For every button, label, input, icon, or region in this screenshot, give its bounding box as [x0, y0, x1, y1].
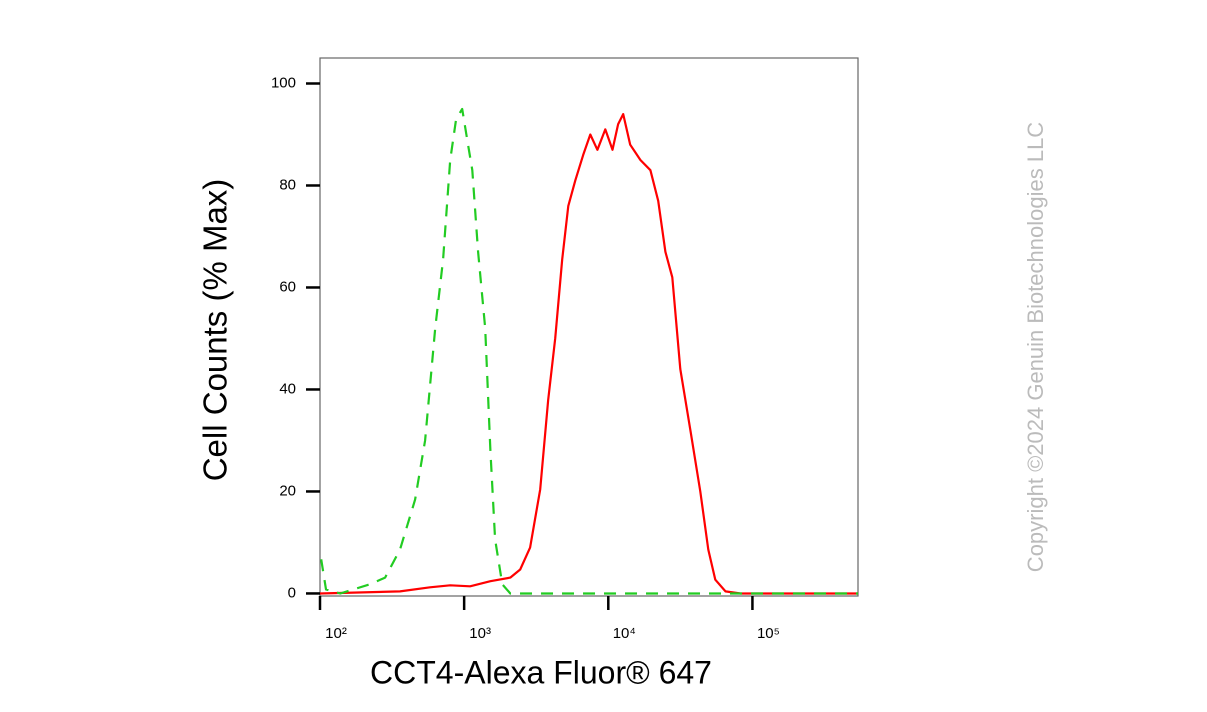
series-line [319, 113, 858, 595]
y-tick-label: 20 [279, 482, 296, 499]
series-line [320, 107, 858, 595]
y-tick-label: 60 [279, 278, 296, 295]
y-tick-label: 80 [279, 176, 296, 193]
x-tick-label: 10⁴ [613, 625, 636, 642]
x-tick-label: 10³ [469, 625, 491, 642]
watermark: Copyright ©2024 Genuin Biotechnologies L… [1023, 122, 1048, 573]
x-axis-title: CCT4-Alexa Fluor® 647 [370, 654, 712, 690]
y-tick-label: 100 [271, 74, 296, 91]
y-tick-label: 40 [279, 380, 296, 397]
x-tick-label: 10² [325, 625, 347, 642]
y-axis-title: Cell Counts (% Max) [197, 179, 234, 482]
x-tick-label: 10⁵ [757, 625, 780, 642]
y-tick-label: 0 [288, 584, 296, 601]
plot-frame [319, 57, 859, 597]
